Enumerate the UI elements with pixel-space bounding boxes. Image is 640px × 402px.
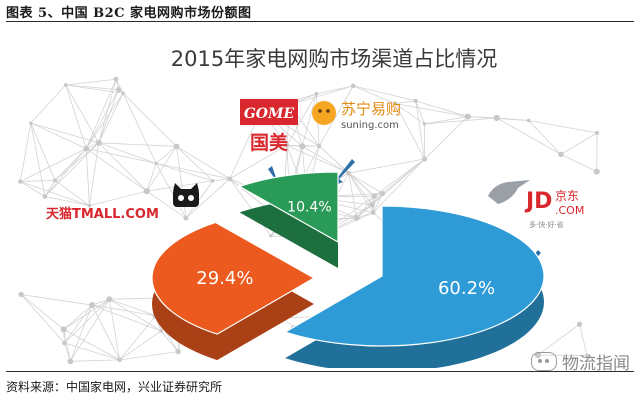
source-divider [6, 371, 634, 372]
jd-logo: JD 京东 .COM 多·快·好·省 [488, 180, 584, 229]
pie-chart: 2015年家电网购市场渠道占比情况 GOME 国美 苏宁易购 suning.co… [18, 47, 600, 368]
caption-divider [6, 21, 634, 22]
gome-logo-cn: 国美 [250, 131, 289, 154]
suning-logo-en: suning.com [341, 120, 399, 131]
pie-slice-label: 60.2% [438, 278, 495, 299]
gome-logo: GOME 国美 [240, 99, 298, 154]
lion-icon [312, 101, 336, 125]
jd-dog-icon [488, 180, 530, 204]
jd-logo-cn: 京东 [555, 189, 579, 203]
chart-panel: 2015年家电网购市场渠道占比情况 GOME 国美 苏宁易购 suning.co… [6, 24, 634, 368]
pie-slice-label: 10.4% [287, 200, 331, 216]
source-note: 资料来源：中国家电网，兴业证券研究所 [6, 380, 223, 394]
wechat-icon [531, 352, 557, 371]
pie-slice [151, 221, 316, 335]
tmall-logo-text: 天猫TMALL.COM [46, 206, 159, 222]
watermark-text: 物流指闻 [562, 354, 630, 374]
suning-logo: 苏宁易购 suning.com [312, 100, 401, 131]
suning-logo-cn: 苏宁易购 [341, 100, 401, 118]
pie-slices: 10.4% 29.4% 60.2% [151, 171, 545, 368]
jd-logo-text: JD [524, 189, 552, 214]
jd-logo-slogan: 多·快·好·省 [529, 220, 564, 229]
watermark: 物流指闻 [531, 349, 630, 374]
pie-slice [283, 205, 545, 347]
gome-logo-text: GOME [244, 106, 295, 122]
jd-logo-com: .COM [555, 204, 584, 217]
pie-slice-label: 29.4% [196, 268, 253, 289]
figure-caption: 图表 5、中国 B2C 家电网购市场份额图 [6, 6, 252, 21]
tmall-logo: 天猫TMALL.COM [46, 183, 199, 222]
pie-slice [238, 171, 339, 244]
tmall-cat-icon [173, 183, 199, 207]
chart-title: 2015年家电网购市场渠道占比情况 [171, 47, 497, 71]
